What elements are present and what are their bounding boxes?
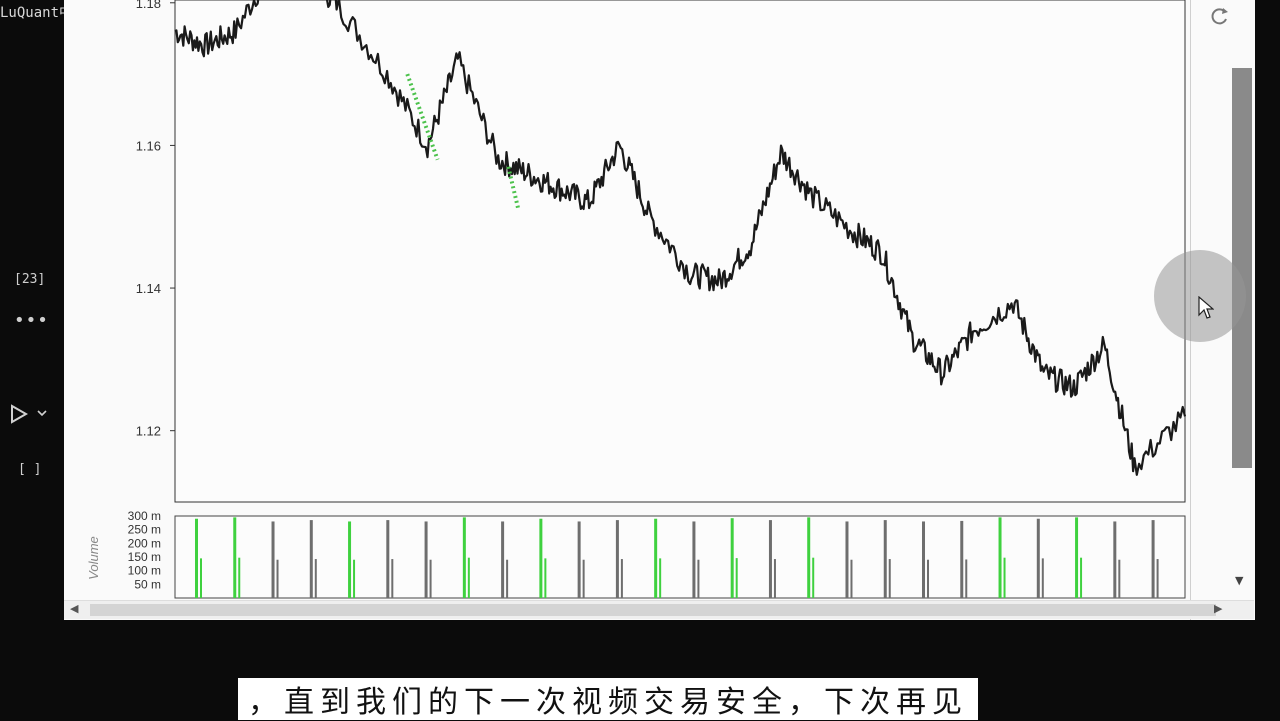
cell-output: 1.18 1.16 1.14 1.12 300 m 250 m 200 m 150 m 100 …	[64, 0, 1254, 620]
volume-bar-secondary	[429, 559, 432, 598]
volume-bar-secondary	[314, 559, 317, 598]
volume-bar-secondary	[467, 557, 470, 598]
y-tick-label: 1.12	[136, 424, 161, 439]
volume-bar	[615, 520, 619, 598]
volume-bar-secondary	[735, 558, 738, 598]
video-subtitle: ，直到我们的下一次视频交易安全，下次再见	[248, 685, 968, 720]
volume-bar-secondary	[1080, 557, 1083, 598]
volume-bar-secondary	[544, 558, 547, 598]
volume-bar-secondary	[927, 559, 930, 598]
mouse-pointer-icon	[1198, 296, 1214, 319]
y-tick-label: 1.14	[136, 281, 161, 296]
volume-bar-secondary	[888, 559, 891, 598]
volume-plot-area	[174, 515, 1186, 599]
volume-bar	[768, 520, 772, 598]
volume-bar-secondary	[697, 559, 700, 598]
volume-bar	[654, 518, 658, 598]
vertical-scrollbar[interactable]	[1232, 68, 1252, 468]
volume-bar-secondary	[276, 559, 279, 598]
chevron-down-icon	[37, 410, 47, 417]
volume-bar	[386, 520, 390, 598]
highlight-segment	[506, 166, 521, 211]
volume-bar	[462, 517, 466, 598]
scroll-left-arrow-icon[interactable]: ◀	[70, 602, 79, 615]
volume-bar	[692, 521, 696, 598]
volume-bar	[501, 521, 505, 598]
volume-bar	[271, 521, 275, 598]
price-plot-area	[174, 0, 1186, 503]
volume-bar	[1075, 517, 1079, 598]
volume-bar	[539, 518, 543, 598]
volume-bar-secondary	[812, 557, 815, 598]
scroll-right-arrow-icon[interactable]: ▶	[1214, 602, 1223, 615]
volume-bar-secondary	[1118, 559, 1121, 598]
price-line	[174, 0, 1187, 476]
horizontal-scroll-thumb[interactable]	[90, 604, 1216, 616]
volume-tick-label: 150 m	[128, 550, 161, 564]
volume-bar-secondary	[391, 559, 394, 598]
volume-bar-secondary	[1041, 558, 1044, 598]
volume-tick-label: 200 m	[128, 536, 161, 550]
scroll-down-arrow-icon[interactable]: ▼	[1235, 574, 1244, 587]
y-tick-label: 1.16	[136, 138, 161, 153]
execution-count: [23]	[14, 272, 46, 287]
volume-bar	[577, 521, 581, 598]
video-subtitle-box: ，直到我们的下一次视频交易安全，下次再见	[238, 678, 978, 720]
run-cell-button[interactable]	[10, 402, 50, 426]
volume-bar	[309, 520, 313, 598]
volume-bar	[424, 521, 428, 598]
volume-bar	[1036, 518, 1040, 598]
volume-bar	[807, 517, 811, 598]
volume-tick-label: 300 m	[128, 509, 161, 523]
volume-bar-secondary	[353, 559, 356, 598]
volume-bar	[998, 517, 1002, 598]
volume-bar-secondary	[200, 558, 202, 598]
volume-bar	[960, 520, 964, 598]
notebook-gutter: LuQuant中文台 [23] ••• [ ]	[0, 0, 101, 720]
volume-bar-secondary	[773, 559, 776, 598]
volume-axis-label: Volume	[86, 536, 101, 580]
volume-bar	[730, 518, 734, 598]
horizontal-scrollbar[interactable]: ◀ ▶	[64, 600, 1254, 619]
volume-bar	[1113, 521, 1117, 598]
volume-bar-secondary	[1156, 559, 1159, 598]
volume-bar-secondary	[659, 558, 662, 598]
volume-bar-secondary	[965, 559, 968, 598]
volume-bar	[922, 521, 926, 598]
volume-bar-secondary	[850, 559, 853, 598]
volume-bar-secondary	[238, 557, 241, 598]
reset-zoom-icon[interactable]	[1210, 6, 1230, 26]
volume-tick-label: 250 m	[128, 523, 161, 537]
volume-bar-secondary	[620, 559, 623, 598]
volume-bar	[233, 517, 237, 598]
cursor-highlight	[1154, 250, 1246, 342]
volume-bar-secondary	[1003, 557, 1006, 598]
more-options-button[interactable]: •••	[14, 310, 49, 331]
volume-bar	[195, 518, 198, 598]
volume-bar-secondary	[506, 559, 509, 598]
volume-bar	[845, 521, 849, 598]
play-icon	[11, 404, 47, 424]
volume-bar-secondary	[582, 559, 585, 598]
volume-tick-label: 100 m	[128, 564, 161, 578]
volume-bar	[883, 520, 887, 598]
y-tick-label: 1.18	[136, 0, 161, 11]
volume-bar	[1151, 520, 1155, 598]
volume-bar	[348, 521, 352, 598]
volume-tick-label: 50 m	[134, 577, 161, 591]
empty-cell-prompt: [ ]	[18, 462, 42, 477]
highlight-segment	[405, 73, 440, 161]
